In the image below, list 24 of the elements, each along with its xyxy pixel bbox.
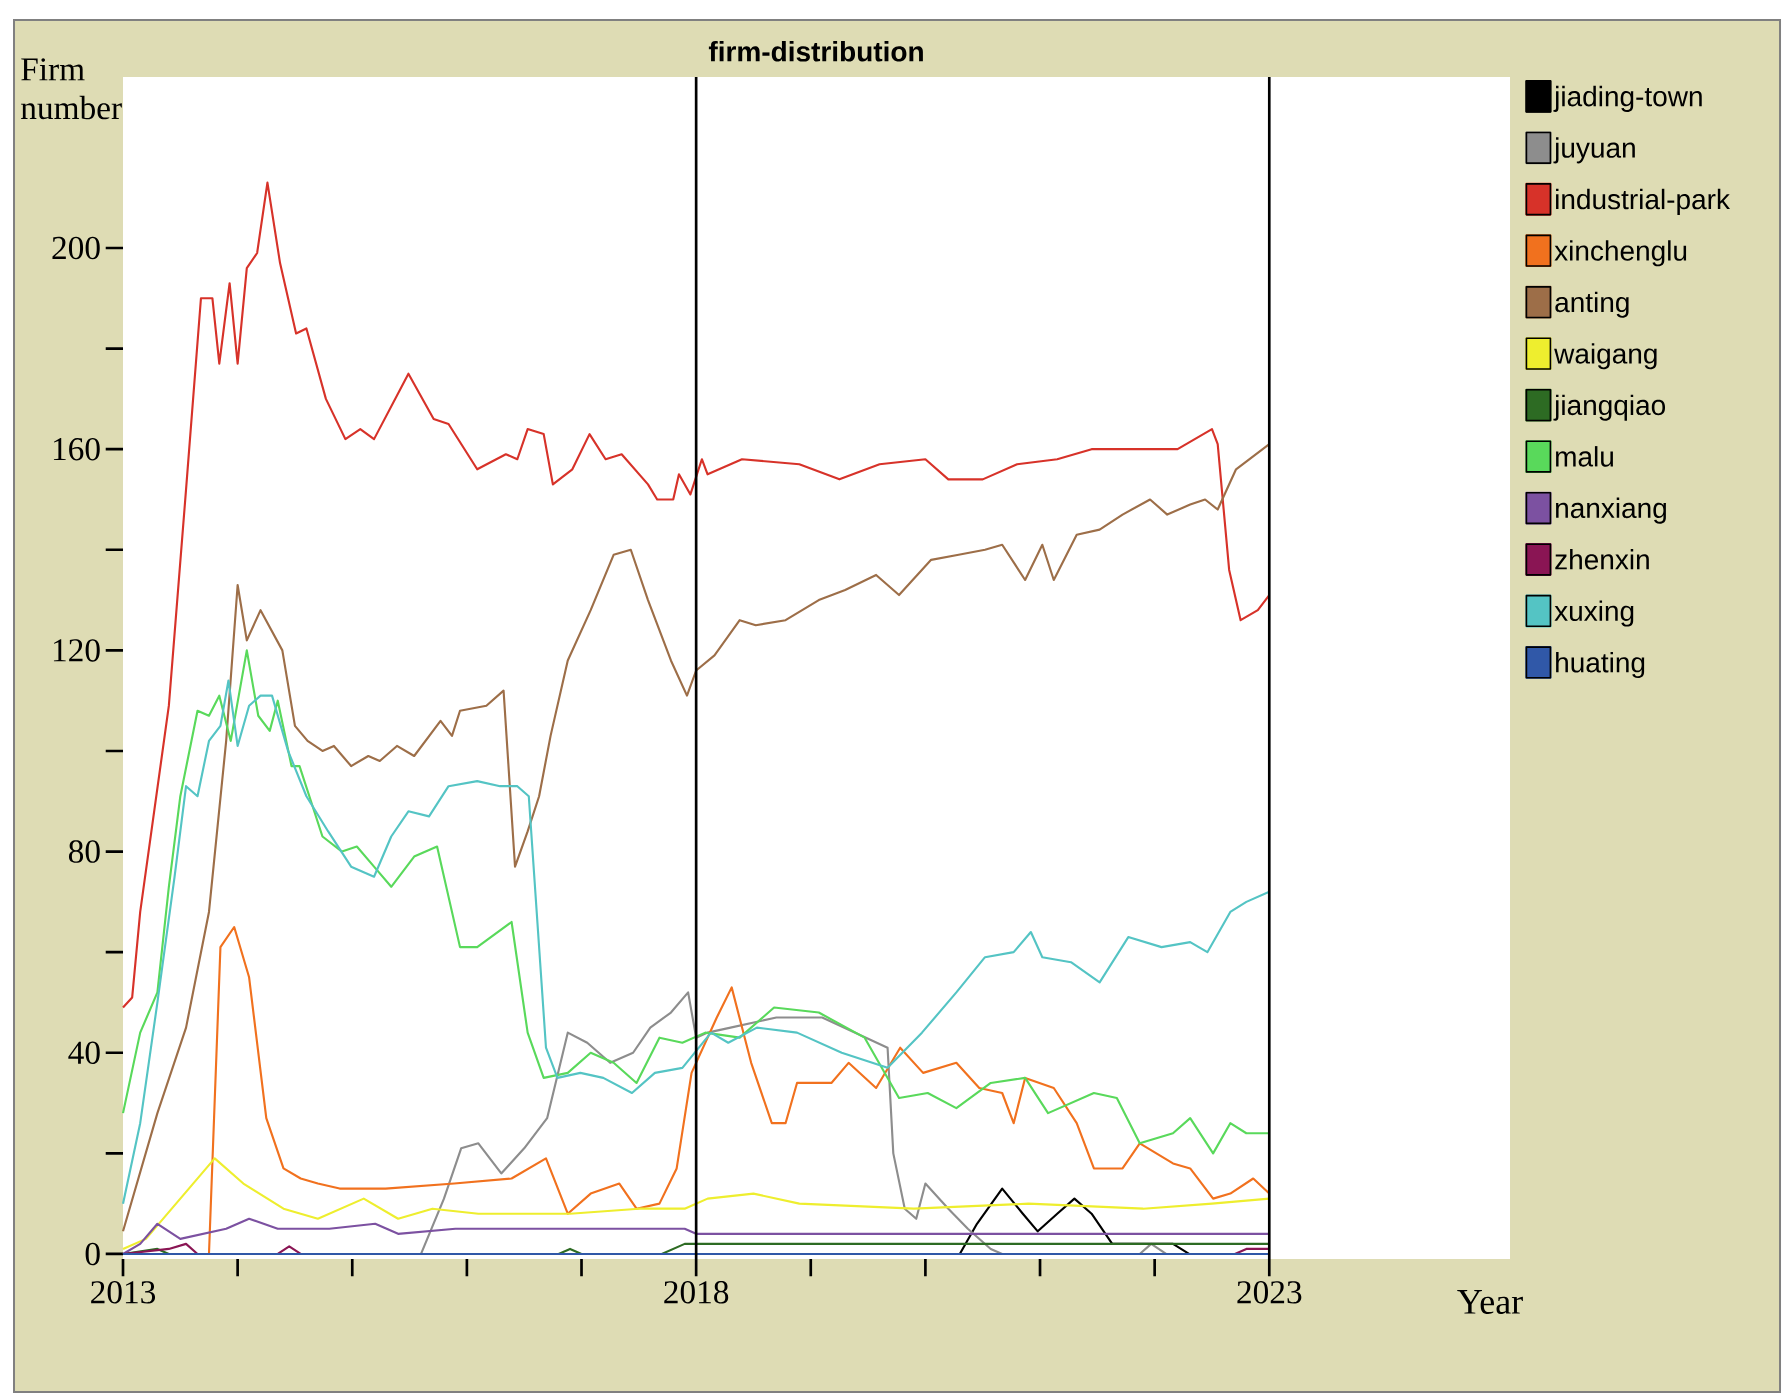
legend-label: zhenxin [1555,549,1649,570]
x-tick-label: 2013 [91,1281,156,1304]
legend-label: xuxing [1554,600,1634,627]
y-tick-label: 120 [53,639,100,662]
legend-label: waigang [1554,343,1657,370]
legend-label: xinchenglu [1554,240,1687,267]
legend-label: juyuan [1553,137,1635,164]
y-axis-title: Firm number [21,58,122,120]
x-axis-title: Year [1457,1290,1523,1314]
x-tick-label: 2018 [664,1281,729,1304]
y-tick-label: 80 [68,840,100,863]
legend-label: nanxiang [1556,497,1666,524]
x-tick-label: 2023 [1237,1281,1302,1304]
legend-label: industrial-park [1556,188,1730,215]
legend-label: malu [1556,446,1613,467]
y-tick-label: 0 [85,1242,100,1266]
legend-label: jiading-town [1553,85,1702,112]
y-tick-label: 40 [68,1041,100,1065]
legend-label: huating [1556,651,1645,679]
y-tick-label: 200 [52,236,100,260]
y-tick-label: 160 [53,437,100,461]
legend-label: anting [1555,291,1629,318]
legend-label: jiangqiao [1553,394,1666,421]
chart-title: firm-distribution [708,41,923,62]
